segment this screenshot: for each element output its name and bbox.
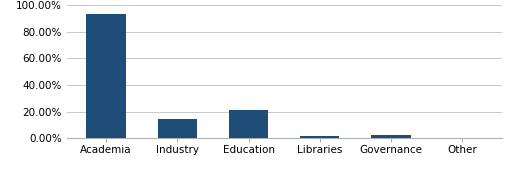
Bar	[158, 119, 197, 138]
Bar	[229, 110, 268, 138]
Bar	[300, 136, 339, 138]
Bar	[87, 14, 125, 138]
Bar	[372, 135, 411, 138]
